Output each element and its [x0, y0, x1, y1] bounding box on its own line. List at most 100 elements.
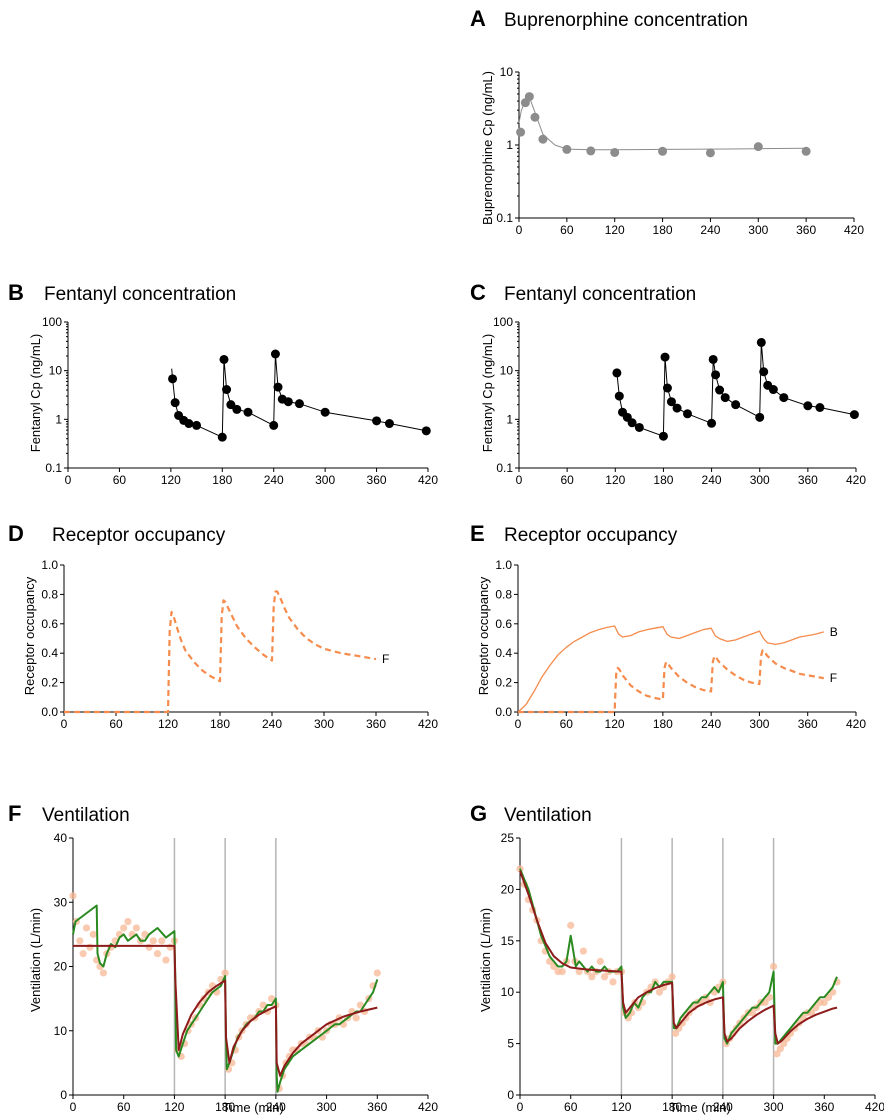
x-tick-label: 360 [798, 473, 818, 487]
panel-g: G Ventilation 0 60 120 180 240 300 360 420 0 5 10 1… [470, 801, 884, 1115]
series-line [171, 353, 427, 438]
data-point [86, 943, 94, 951]
data-point [145, 943, 153, 951]
y-tick-label: 25 [501, 831, 515, 845]
data-point [773, 1050, 781, 1058]
chart-plot: 0 60 120 180 240 300 360 420 0.1 1 10 100 [42, 315, 438, 487]
y-tick-label: 20 [501, 882, 515, 896]
series-line [616, 342, 855, 437]
x-tick-label: 240 [266, 1100, 286, 1114]
data-point [658, 146, 668, 156]
series-end-label: F [382, 652, 389, 666]
x-tick-label: 180 [653, 223, 673, 237]
x-tick-label: 240 [700, 223, 720, 237]
x-tick-label: 300 [314, 717, 334, 731]
y-tick-label: 0.6 [495, 617, 512, 631]
data-point [89, 930, 97, 938]
data-point [356, 1001, 364, 1009]
data-point [158, 937, 166, 945]
panel-label: F [8, 801, 21, 826]
x-tick-label: 420 [846, 717, 866, 731]
panel-label: G [470, 801, 487, 826]
y-tick-label: 1.0 [41, 558, 58, 572]
x-tick-label: 60 [560, 223, 574, 237]
x-tick-label: 60 [109, 717, 123, 731]
y-tick-label: 0.6 [41, 617, 58, 631]
panel-c: C Fentanyl concentration 0 60 120 180 240 300… [470, 280, 866, 487]
x-tick-label: 0 [517, 1100, 524, 1114]
chart-plot: 0 60 120 180 240 300 360 420 0.0 0.2 0.4 0.6 0.8 1.0 B… [495, 558, 866, 731]
data-point [655, 988, 664, 996]
data-point [753, 142, 763, 152]
y-tick-label: 1 [506, 412, 513, 426]
data-point [268, 995, 276, 1003]
x-tick-label: 420 [418, 1100, 438, 1114]
x-tick-label: 300 [748, 223, 768, 237]
y-axis-label: Ventilation (L/min) [478, 908, 493, 1012]
x-tick-label: 240 [701, 717, 721, 731]
x-tick-label: 180 [212, 473, 232, 487]
x-tick-label: 300 [764, 1100, 784, 1114]
panel-a: A Buprenorphine concentration 0 60 120 180 2… [470, 6, 864, 237]
data-point [588, 973, 596, 981]
x-tick-label: 60 [560, 473, 574, 487]
x-tick-label: 60 [560, 717, 574, 731]
data-point [352, 1014, 360, 1022]
x-tick-label: 360 [798, 717, 818, 731]
x-tick-label: 180 [210, 717, 230, 731]
data-point [609, 978, 617, 986]
panel-label: C [470, 280, 486, 305]
data-point [538, 134, 548, 144]
panel-title: Fentanyl concentration [504, 284, 696, 305]
y-tick-label: 0.2 [41, 676, 58, 690]
data-point [259, 1001, 267, 1009]
y-axis-label: Receptor occupancy [476, 576, 491, 695]
series-line [519, 870, 838, 1045]
x-tick-label: 420 [418, 473, 438, 487]
x-tick-label: 60 [564, 1100, 578, 1114]
data-point [579, 947, 587, 955]
data-point [82, 924, 91, 932]
panel-b: B Fentanyl concentration 0 60 120 180 240 300… [8, 280, 438, 487]
data-point [132, 924, 140, 932]
series-line [518, 96, 807, 151]
x-tick-label: 360 [814, 1100, 834, 1114]
y-tick-label: 0 [60, 1088, 67, 1102]
y-tick-label: 30 [54, 895, 68, 909]
data-point [801, 146, 811, 156]
y-tick-label: 0.4 [495, 646, 512, 660]
x-tick-label: 420 [865, 1100, 884, 1114]
data-point [567, 921, 575, 929]
x-axis-label: Time (min) [222, 1100, 284, 1115]
data-point [705, 148, 715, 158]
panel-title: Fentanyl concentration [44, 284, 236, 305]
y-tick-label: 10 [501, 985, 515, 999]
y-tick-label: 20 [54, 960, 68, 974]
data-point [124, 917, 132, 926]
x-tick-label: 120 [158, 717, 178, 731]
x-tick-label: 0 [65, 473, 72, 487]
x-tick-label: 240 [262, 717, 282, 731]
x-tick-label: 300 [317, 1100, 337, 1114]
data-point [221, 969, 229, 977]
series-end-label: B [830, 625, 838, 639]
y-tick-label: 0.1 [496, 211, 513, 225]
y-axis-label: Fentanyl Cp (ng/mL) [480, 334, 495, 453]
data-point [586, 146, 596, 156]
y-tick-label: 0.8 [41, 587, 58, 601]
panel-title: Ventilation [504, 805, 592, 826]
y-axis-label: Ventilation (L/min) [28, 908, 43, 1012]
y-tick-label: 1 [506, 138, 513, 152]
x-tick-label: 120 [605, 717, 625, 731]
y-tick-label: 0.1 [496, 461, 513, 475]
y-tick-label: 10 [500, 65, 514, 79]
chart-plot: 0 60 120 180 240 300 360 420 0.0 0.2 0.4 0.6 0.8 1.0 F [41, 558, 438, 731]
data-point [69, 892, 77, 900]
x-tick-label: 120 [605, 223, 625, 237]
data-point [820, 998, 828, 1007]
x-tick-label: 420 [844, 223, 864, 237]
series-line [517, 625, 824, 713]
data-point [575, 968, 583, 976]
y-tick-label: 10 [54, 1024, 68, 1038]
x-tick-label: 0 [515, 717, 522, 731]
